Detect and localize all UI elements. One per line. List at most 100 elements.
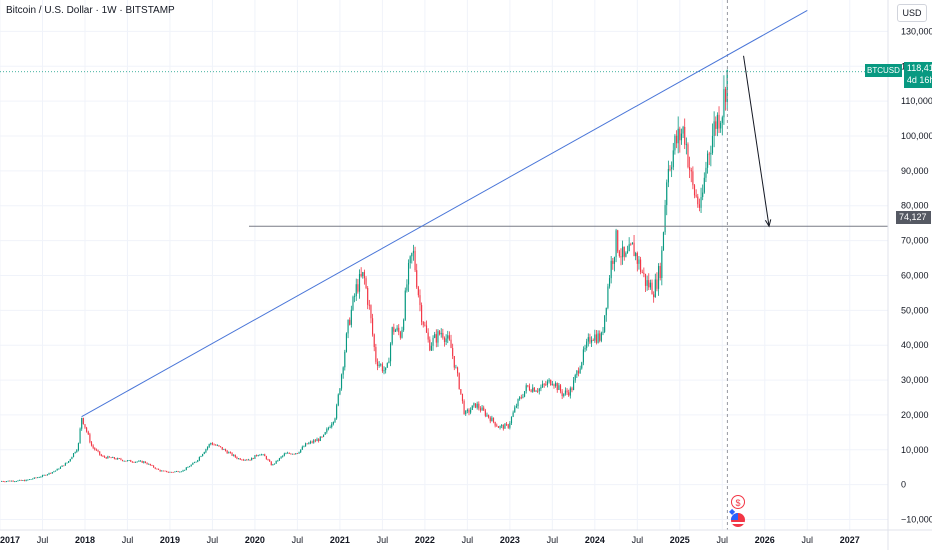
candle-body [716,114,718,129]
candle-body [131,461,133,463]
candle-body [113,457,115,459]
dollar-circle-icon[interactable]: $ [731,495,745,509]
candle-body [597,333,599,343]
candle-body [370,305,372,319]
candle-body [7,480,9,482]
candle-body [407,262,410,285]
candle-body [406,284,408,291]
candle-body [242,459,245,461]
candle-body [336,405,338,419]
candle-body [399,332,401,338]
candle-body [368,304,370,306]
candle-body [566,390,568,393]
candle-body [221,447,223,450]
candle-body [671,167,673,170]
candle-body [509,423,511,428]
candle-body [450,339,452,349]
candle-body [2,481,4,482]
candle-body [394,330,397,332]
candle-body [389,343,392,362]
candle-body [265,456,267,460]
y-tick-label: 90,000 [901,166,929,176]
candle-body [569,388,571,396]
candle-body [432,337,434,346]
candle-body [620,256,622,258]
candle-body [233,454,235,456]
candle-body [229,452,231,454]
candle-body [695,195,697,197]
candle-body [599,333,601,341]
candle-body [723,89,725,118]
candle-body [612,260,614,264]
candle-body [280,456,282,459]
candle-body [135,461,137,463]
candle-body [439,331,441,335]
candle-body [340,374,343,389]
candle-body [231,452,233,456]
candle-body [136,461,138,463]
y-tick-label: 110,000 [901,96,932,106]
x-tick-label: 2017 [0,535,20,545]
candle-body [215,444,217,446]
candle-body [430,345,432,351]
candle-body [373,334,375,348]
candle-body [403,319,405,331]
candle-body [107,456,109,459]
candle-body [27,479,29,481]
candle-body [628,244,630,252]
candle-body [515,405,517,408]
currency-button[interactable]: USD [897,4,927,22]
candle-body [586,341,588,348]
arrow-line [743,55,770,227]
candle-body [577,370,580,374]
candle-body [254,455,256,459]
candle-body [633,242,635,257]
candle-body [702,192,704,198]
candle-body [269,459,271,462]
candle-body [643,272,645,274]
candle-body [102,455,104,457]
candle-body [608,278,611,287]
candle-body [262,454,264,456]
candle-body [53,471,55,473]
candle-body [195,461,197,463]
y-tick-label: −10,000 [901,515,932,525]
candle-body [41,475,44,477]
candle-body [471,405,473,410]
candle-body [308,442,310,445]
candle-body [636,253,638,264]
candle-body [15,481,17,482]
candle-body [305,443,307,447]
candle-body [4,481,6,483]
trendline [81,10,808,418]
candle-body [94,447,96,450]
candle-body [314,440,316,442]
candle-body [447,335,449,339]
candle-body [206,446,209,450]
candle-body [293,453,295,455]
candle-body [414,250,416,271]
us-flag-icon[interactable] [731,513,745,527]
candle-body [626,251,629,253]
candle-body [17,480,19,482]
candle-body [95,449,97,451]
diamond-icon[interactable]: ◆ [729,507,736,516]
candle-body [685,144,687,146]
candle-body [68,461,70,463]
candle-body [481,407,483,411]
candle-body [638,259,640,264]
candle-body [159,469,161,472]
candle-body [64,463,66,466]
candle-body [659,266,661,278]
candle-body [507,424,509,428]
x-tick-label: 2025 [670,535,690,545]
candle-body [461,393,464,402]
candle-body [321,436,323,438]
candle-body [666,182,668,206]
candle-body [401,330,403,338]
candle-body [331,423,333,427]
candle-body [203,452,205,455]
candle-body [342,367,344,375]
candle-body [383,370,385,372]
